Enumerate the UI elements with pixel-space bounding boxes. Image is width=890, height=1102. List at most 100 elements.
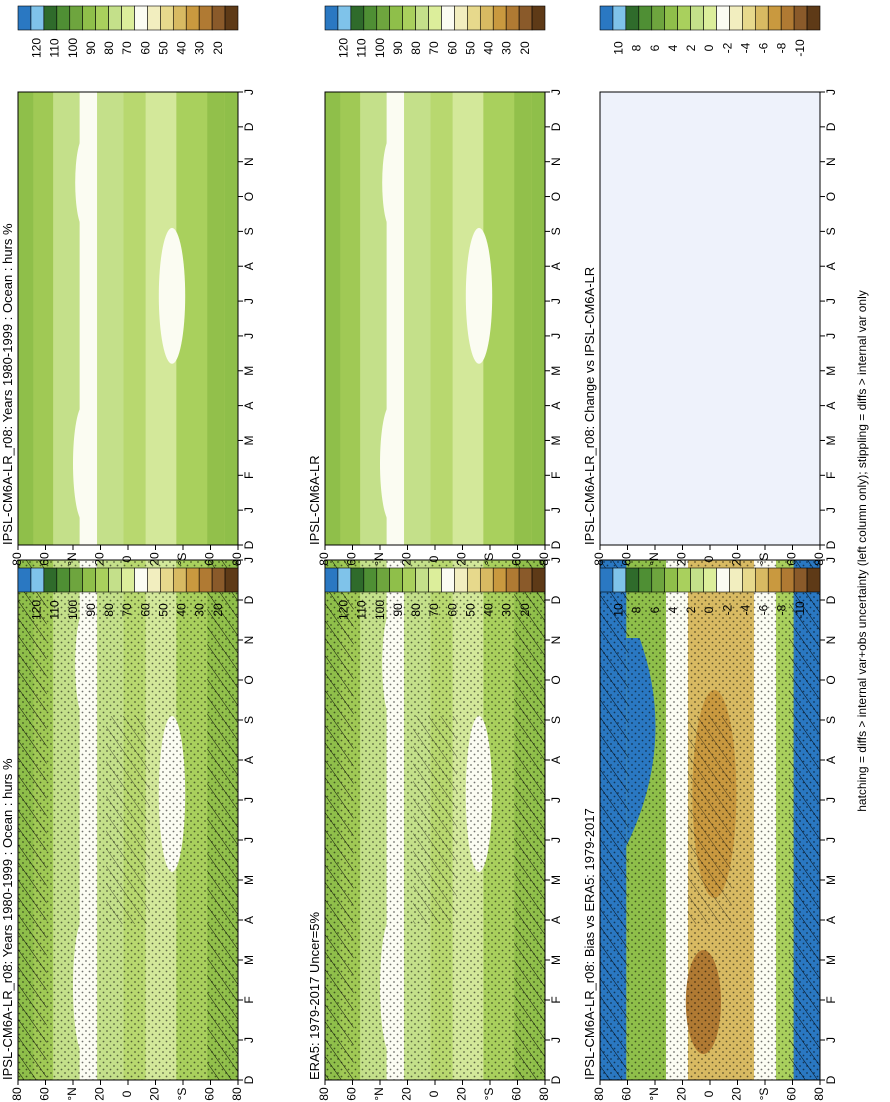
colorbar-tick-label: 60	[138, 41, 152, 55]
month-label: O	[549, 675, 563, 684]
field-band	[340, 92, 361, 545]
month-label: O	[242, 675, 256, 684]
colorbar-swatch	[651, 5, 666, 31]
colorbar-swatch	[350, 567, 365, 593]
colorbar-swatch	[17, 567, 32, 593]
lat-label: 60	[510, 1087, 524, 1101]
month-label: F	[824, 472, 838, 479]
colorbar-swatch	[376, 567, 391, 593]
hatching	[514, 560, 545, 1080]
lat-label: 60	[345, 552, 359, 566]
month-label: M	[824, 366, 838, 376]
colorbar-swatch	[531, 567, 546, 593]
colorbar-swatch	[492, 5, 507, 31]
colorbar-swatch	[121, 567, 135, 593]
colorbar-tick-label: 50	[156, 41, 170, 55]
month-label: D	[549, 1075, 563, 1084]
month-label: A	[242, 916, 256, 924]
lat-label: 80	[812, 552, 826, 566]
colorbar-tick-label: 2	[684, 606, 698, 613]
colorbar-tick-label: 4	[666, 44, 680, 51]
field-band	[224, 92, 238, 545]
lat-label: 0	[427, 555, 441, 562]
lat-label: 20	[400, 1087, 414, 1101]
colorbar-swatch	[428, 5, 442, 31]
colorbar-swatch	[742, 5, 756, 31]
colorbar-swatch	[56, 5, 71, 31]
lat-label: 60	[510, 552, 524, 566]
lat-label: 80	[537, 1087, 551, 1101]
lat-label: 20	[400, 552, 414, 566]
colorbar-swatch	[185, 5, 200, 31]
field-max	[465, 227, 493, 364]
colorbar-swatch	[518, 567, 533, 593]
colorbar-tick-label: -10	[793, 39, 807, 57]
month-label: J	[549, 837, 563, 843]
colorbar-swatch	[363, 5, 378, 31]
colorbar-swatch	[376, 5, 391, 31]
lat-label: 0	[702, 1090, 716, 1097]
colorbar-swatch	[492, 567, 507, 593]
colorbar-swatch	[454, 5, 468, 31]
colorbar-swatch	[82, 567, 96, 593]
field-band	[123, 92, 146, 545]
colorbar-tick-label: 90	[391, 41, 405, 55]
month-label: D	[242, 595, 256, 604]
colorbar-swatch	[121, 5, 135, 31]
panel-model-left: D J F M A M J J A S O N D J 80 60 °N 20 0 20 °S 60 80 IPSL-CM6A…	[0, 557, 256, 1101]
lat-label: 20	[93, 552, 107, 566]
month-label: F	[549, 472, 563, 479]
colorbar-swatch	[415, 5, 429, 31]
field-max	[382, 137, 400, 228]
colorbar-bottom-left: 120 110 100 90 80 70 60 50 40 30 20	[17, 567, 239, 620]
month-label: J	[824, 837, 838, 843]
month-label: N	[549, 157, 563, 166]
month-label: S	[824, 716, 838, 724]
colorbar-tick-label: 30	[500, 603, 514, 617]
month-label: A	[549, 402, 563, 410]
colorbar-swatch	[324, 5, 339, 31]
colorbar-swatch	[780, 567, 795, 593]
lat-label: 80	[10, 1087, 24, 1101]
lat-label: 80	[10, 552, 24, 566]
colorbar-swatch	[43, 5, 58, 31]
month-label: J	[242, 89, 256, 95]
month-label: J	[549, 797, 563, 803]
colorbar-swatch	[703, 5, 717, 31]
panel-title: IPSL-CM6A-LR_r08: Change vs IPSL-CM6A-LR	[582, 267, 597, 545]
colorbar-tick-label: 60	[445, 41, 459, 55]
colorbar-tick-label: 70	[427, 41, 441, 55]
colorbar-swatch	[224, 5, 239, 31]
colorbar-tick-label: 4	[666, 606, 680, 613]
colorbar-tick-label: 10	[612, 603, 626, 617]
colorbar-tick-label: 80	[409, 41, 423, 55]
colorbar-swatch	[599, 5, 614, 31]
colorbar-swatch	[703, 567, 717, 593]
month-label: J	[824, 507, 838, 513]
month-label: A	[549, 262, 563, 270]
field-band	[514, 92, 532, 545]
colorbar-tick-label: 60	[445, 603, 459, 617]
colorbar-tick-label: 50	[463, 603, 477, 617]
colorbar-swatch	[467, 5, 481, 31]
lat-label: 60	[620, 1087, 634, 1101]
colorbar-swatch	[716, 5, 730, 31]
colorbar-swatch	[754, 5, 769, 31]
month-label: S	[242, 716, 256, 724]
lat-label: 80	[537, 552, 551, 566]
month-label: M	[824, 875, 838, 885]
month-label: J	[549, 298, 563, 304]
colorbar-swatch	[147, 567, 161, 593]
colorbar-tick-label: -4	[738, 42, 752, 53]
month-label: J	[242, 333, 256, 339]
month-label: O	[549, 192, 563, 201]
lat-label: 80	[317, 1087, 331, 1101]
colorbar-swatch	[638, 567, 653, 593]
colorbar-tick-label: 50	[156, 603, 170, 617]
colorbar-swatch	[441, 567, 455, 593]
colorbar-swatch	[363, 567, 378, 593]
lat-label: 80	[592, 1087, 606, 1101]
colorbar-tick-label: 40	[482, 41, 496, 55]
field-band	[207, 92, 225, 545]
month-label: D	[824, 122, 838, 131]
